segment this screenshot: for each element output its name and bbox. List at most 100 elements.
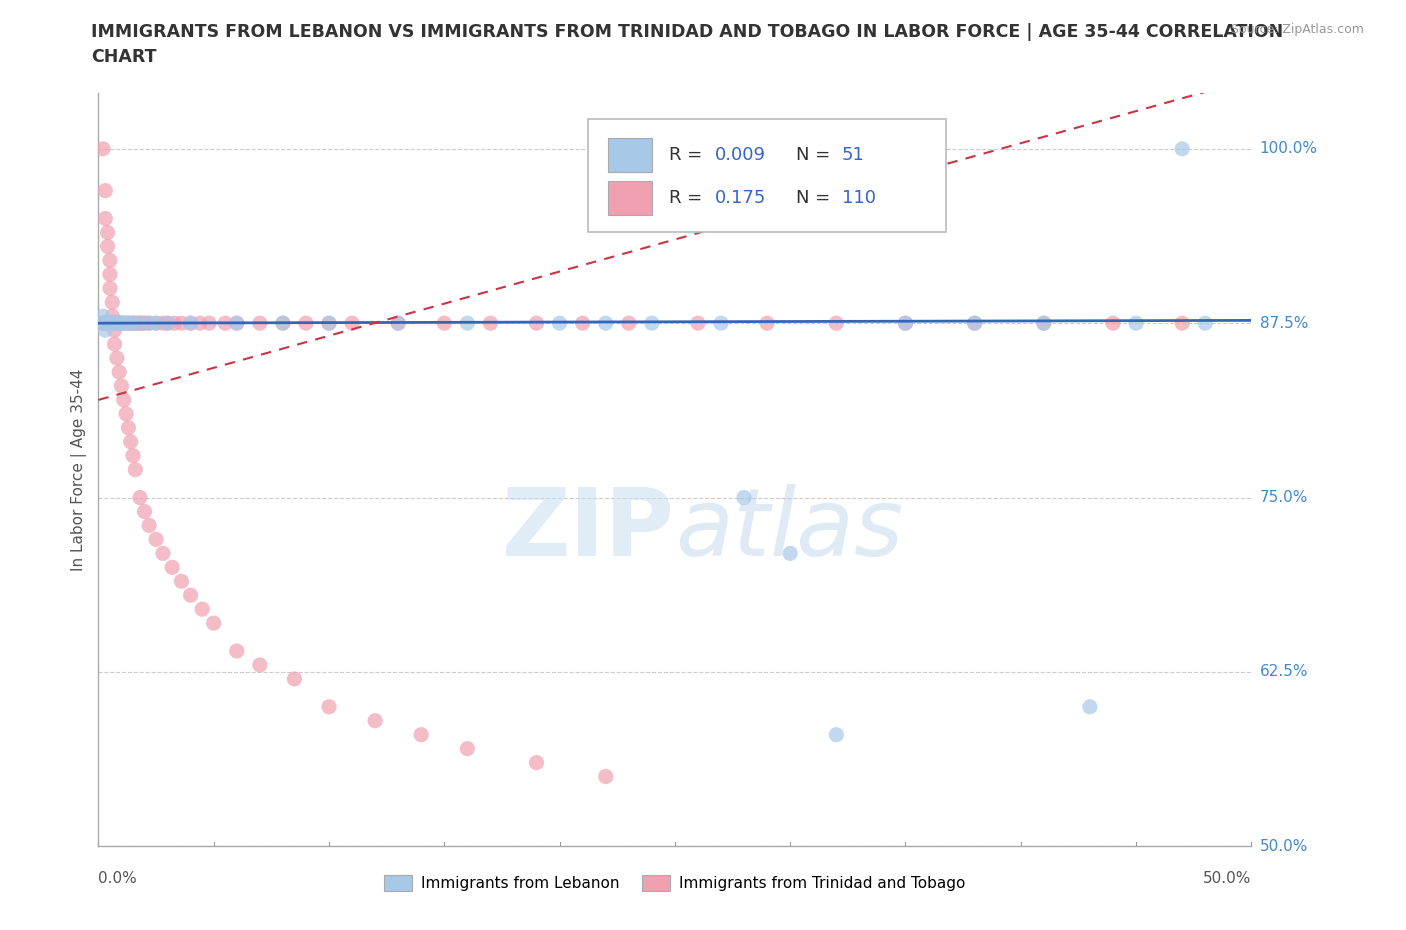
Point (97, 316, 120, 331)
Point (98, 267, 121, 282)
Point (283, 671, 305, 686)
Point (1102, 316, 1125, 331)
Text: 51: 51 (842, 146, 865, 164)
Point (433, 316, 456, 331)
Point (108, 316, 131, 331)
Point (479, 316, 502, 331)
Text: 110: 110 (842, 190, 876, 207)
Point (138, 316, 160, 331)
Point (152, 316, 174, 331)
Point (97, 225, 120, 240)
Point (191, 602, 214, 617)
Point (103, 316, 125, 331)
Point (963, 316, 986, 331)
Point (98, 316, 121, 331)
FancyBboxPatch shape (589, 119, 946, 232)
Point (1171, 316, 1194, 331)
Point (271, 316, 294, 331)
Point (103, 316, 125, 331)
Point (710, 316, 733, 331)
Point (112, 392, 135, 407)
Point (97, 316, 120, 331)
Text: 0.175: 0.175 (716, 190, 766, 207)
Point (686, 316, 709, 331)
Point (91, 316, 114, 331)
Point (249, 316, 271, 331)
Point (170, 316, 193, 331)
Point (156, 316, 179, 331)
Text: atlas: atlas (675, 485, 903, 576)
Y-axis label: In Labor Force | Age 35-44: In Labor Force | Age 35-44 (72, 368, 87, 571)
Point (129, 490, 152, 505)
Text: N =: N = (796, 146, 830, 164)
Point (152, 546, 174, 561)
Point (225, 644, 247, 658)
Text: R =: R = (669, 190, 703, 207)
Point (94, 211, 117, 226)
Point (112, 316, 135, 331)
Point (170, 574, 193, 589)
Point (91, 316, 114, 331)
Point (98, 316, 121, 331)
Point (97, 316, 120, 331)
Point (122, 448, 145, 463)
Point (101, 316, 124, 331)
Point (105, 316, 128, 331)
Point (94, 183, 117, 198)
Point (411, 727, 433, 742)
Point (97, 316, 120, 331)
Point (105, 316, 128, 331)
Point (145, 316, 167, 331)
Point (115, 406, 138, 421)
Point (98, 316, 121, 331)
Point (98, 316, 121, 331)
Point (101, 316, 124, 331)
Point (134, 504, 156, 519)
Point (456, 316, 478, 331)
Point (198, 316, 221, 331)
Text: 50.0%: 50.0% (1260, 839, 1308, 854)
Point (963, 316, 986, 331)
Point (117, 316, 139, 331)
Point (249, 658, 271, 672)
Text: 0.0%: 0.0% (98, 871, 138, 886)
Point (138, 316, 160, 331)
Legend: Immigrants from Lebanon, Immigrants from Trinidad and Tobago: Immigrants from Lebanon, Immigrants from… (377, 868, 973, 899)
Point (131, 316, 153, 331)
Point (110, 316, 132, 331)
Point (105, 316, 128, 331)
Point (103, 316, 125, 331)
Point (108, 316, 131, 331)
Point (617, 316, 640, 331)
Point (98, 281, 121, 296)
Point (103, 316, 125, 331)
Point (108, 316, 131, 331)
Point (101, 316, 124, 331)
Point (733, 490, 755, 505)
Point (129, 316, 152, 331)
Point (94, 316, 117, 331)
Point (101, 309, 124, 324)
Point (641, 316, 664, 331)
Point (225, 316, 247, 331)
Point (105, 351, 128, 365)
Text: 87.5%: 87.5% (1260, 315, 1308, 331)
Point (595, 769, 617, 784)
Point (97, 239, 120, 254)
Text: ZIP: ZIP (502, 484, 675, 576)
Text: N =: N = (796, 190, 830, 207)
Point (122, 316, 145, 331)
Point (1032, 316, 1054, 331)
Point (103, 323, 125, 338)
Point (318, 699, 340, 714)
Point (98, 316, 121, 331)
Point (91, 309, 114, 324)
Point (387, 316, 409, 331)
Point (156, 316, 179, 331)
Point (101, 316, 124, 331)
Point (894, 316, 917, 331)
Point (103, 316, 125, 331)
Point (101, 316, 124, 331)
Point (295, 316, 318, 331)
Point (894, 316, 917, 331)
